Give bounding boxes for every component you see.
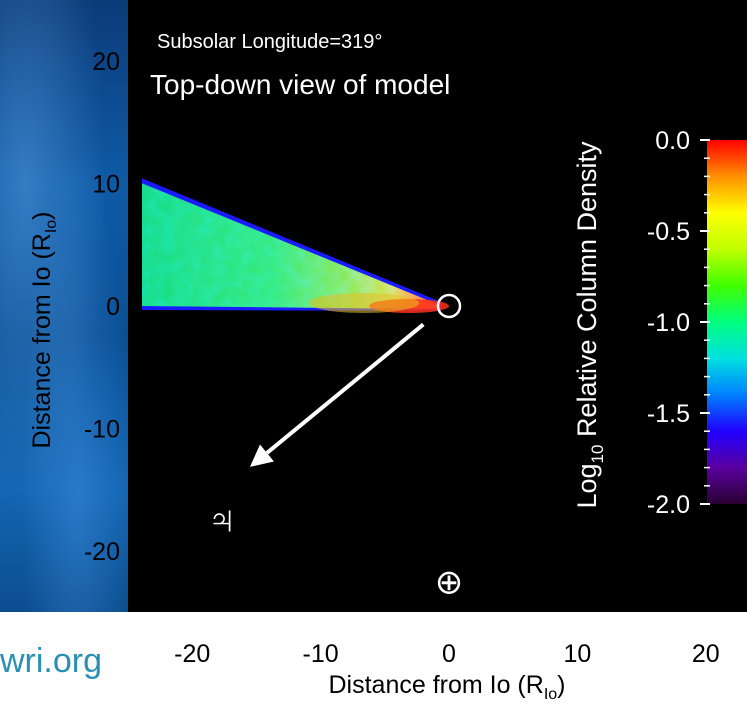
colorbar-tick-label: -0.5 [647,218,690,246]
x-tick-label: -10 [303,640,339,668]
website-fragment: wri.org [0,642,103,680]
y-axis-label-close: ) [28,211,56,219]
y-axis-ticks: 20 10 0 -10 -20 [84,48,120,566]
plume-wedge-layer [128,171,449,314]
plume-mid [309,293,419,313]
x-tick-label: -20 [174,640,210,668]
arrow-shaft [265,322,425,455]
y-axis-label: Distance from Io (RIo) [28,211,60,448]
x-axis-label: Distance from Io (RIo) [328,671,565,703]
jupiter-symbol: ♃ [207,498,237,542]
plume-left-edge [128,171,142,314]
chart-subtitle: Subsolar Longitude=319° [157,31,382,53]
x-axis-label-main: Distance from Io (R [328,671,543,699]
chart-title: Top-down view of model [150,69,450,100]
colorbar-label: Log10 Relative Column Density [572,141,607,509]
colorbar-tick-label: -2.0 [647,491,690,519]
colorbar-tick-label: -1.0 [647,309,690,337]
y-tick-label: 10 [92,171,120,199]
colorbar-tick-label: 0.0 [655,127,690,155]
earth-symbol: ⊕ [435,563,464,601]
colorbar-label-sub: 10 [588,445,607,464]
colorbar-tick-label: -1.5 [647,400,690,428]
y-axis-label-main: Distance from Io (R [28,233,56,448]
bottom-area [0,612,747,705]
colorbar-label-rest: Relative Column Density [572,141,602,445]
x-tick-label: 20 [692,640,720,668]
colorbar-label-prefix: Log [572,463,602,508]
x-axis-label-close: ) [557,671,565,699]
y-axis-label-sub: Io [43,220,60,233]
jupiter-direction-arrow [249,322,425,467]
y-tick-label: 0 [106,293,120,321]
y-tick-label: 20 [92,48,120,76]
arrow-head [249,444,274,467]
x-axis-ticks: -20 -10 0 10 20 [174,640,720,668]
x-tick-label: 10 [563,640,591,668]
io-marker [436,293,462,319]
colorbar [707,140,747,504]
x-tick-label: 0 [442,640,456,668]
colorbar-ticks: 0.0 -0.5 -1.0 -1.5 -2.0 [647,127,710,519]
background-strip [0,0,128,612]
x-axis-label-sub: Io [544,686,557,703]
plume-wedge [140,182,437,309]
y-tick-label: -10 [84,415,120,443]
y-tick-label: -20 [84,538,120,566]
